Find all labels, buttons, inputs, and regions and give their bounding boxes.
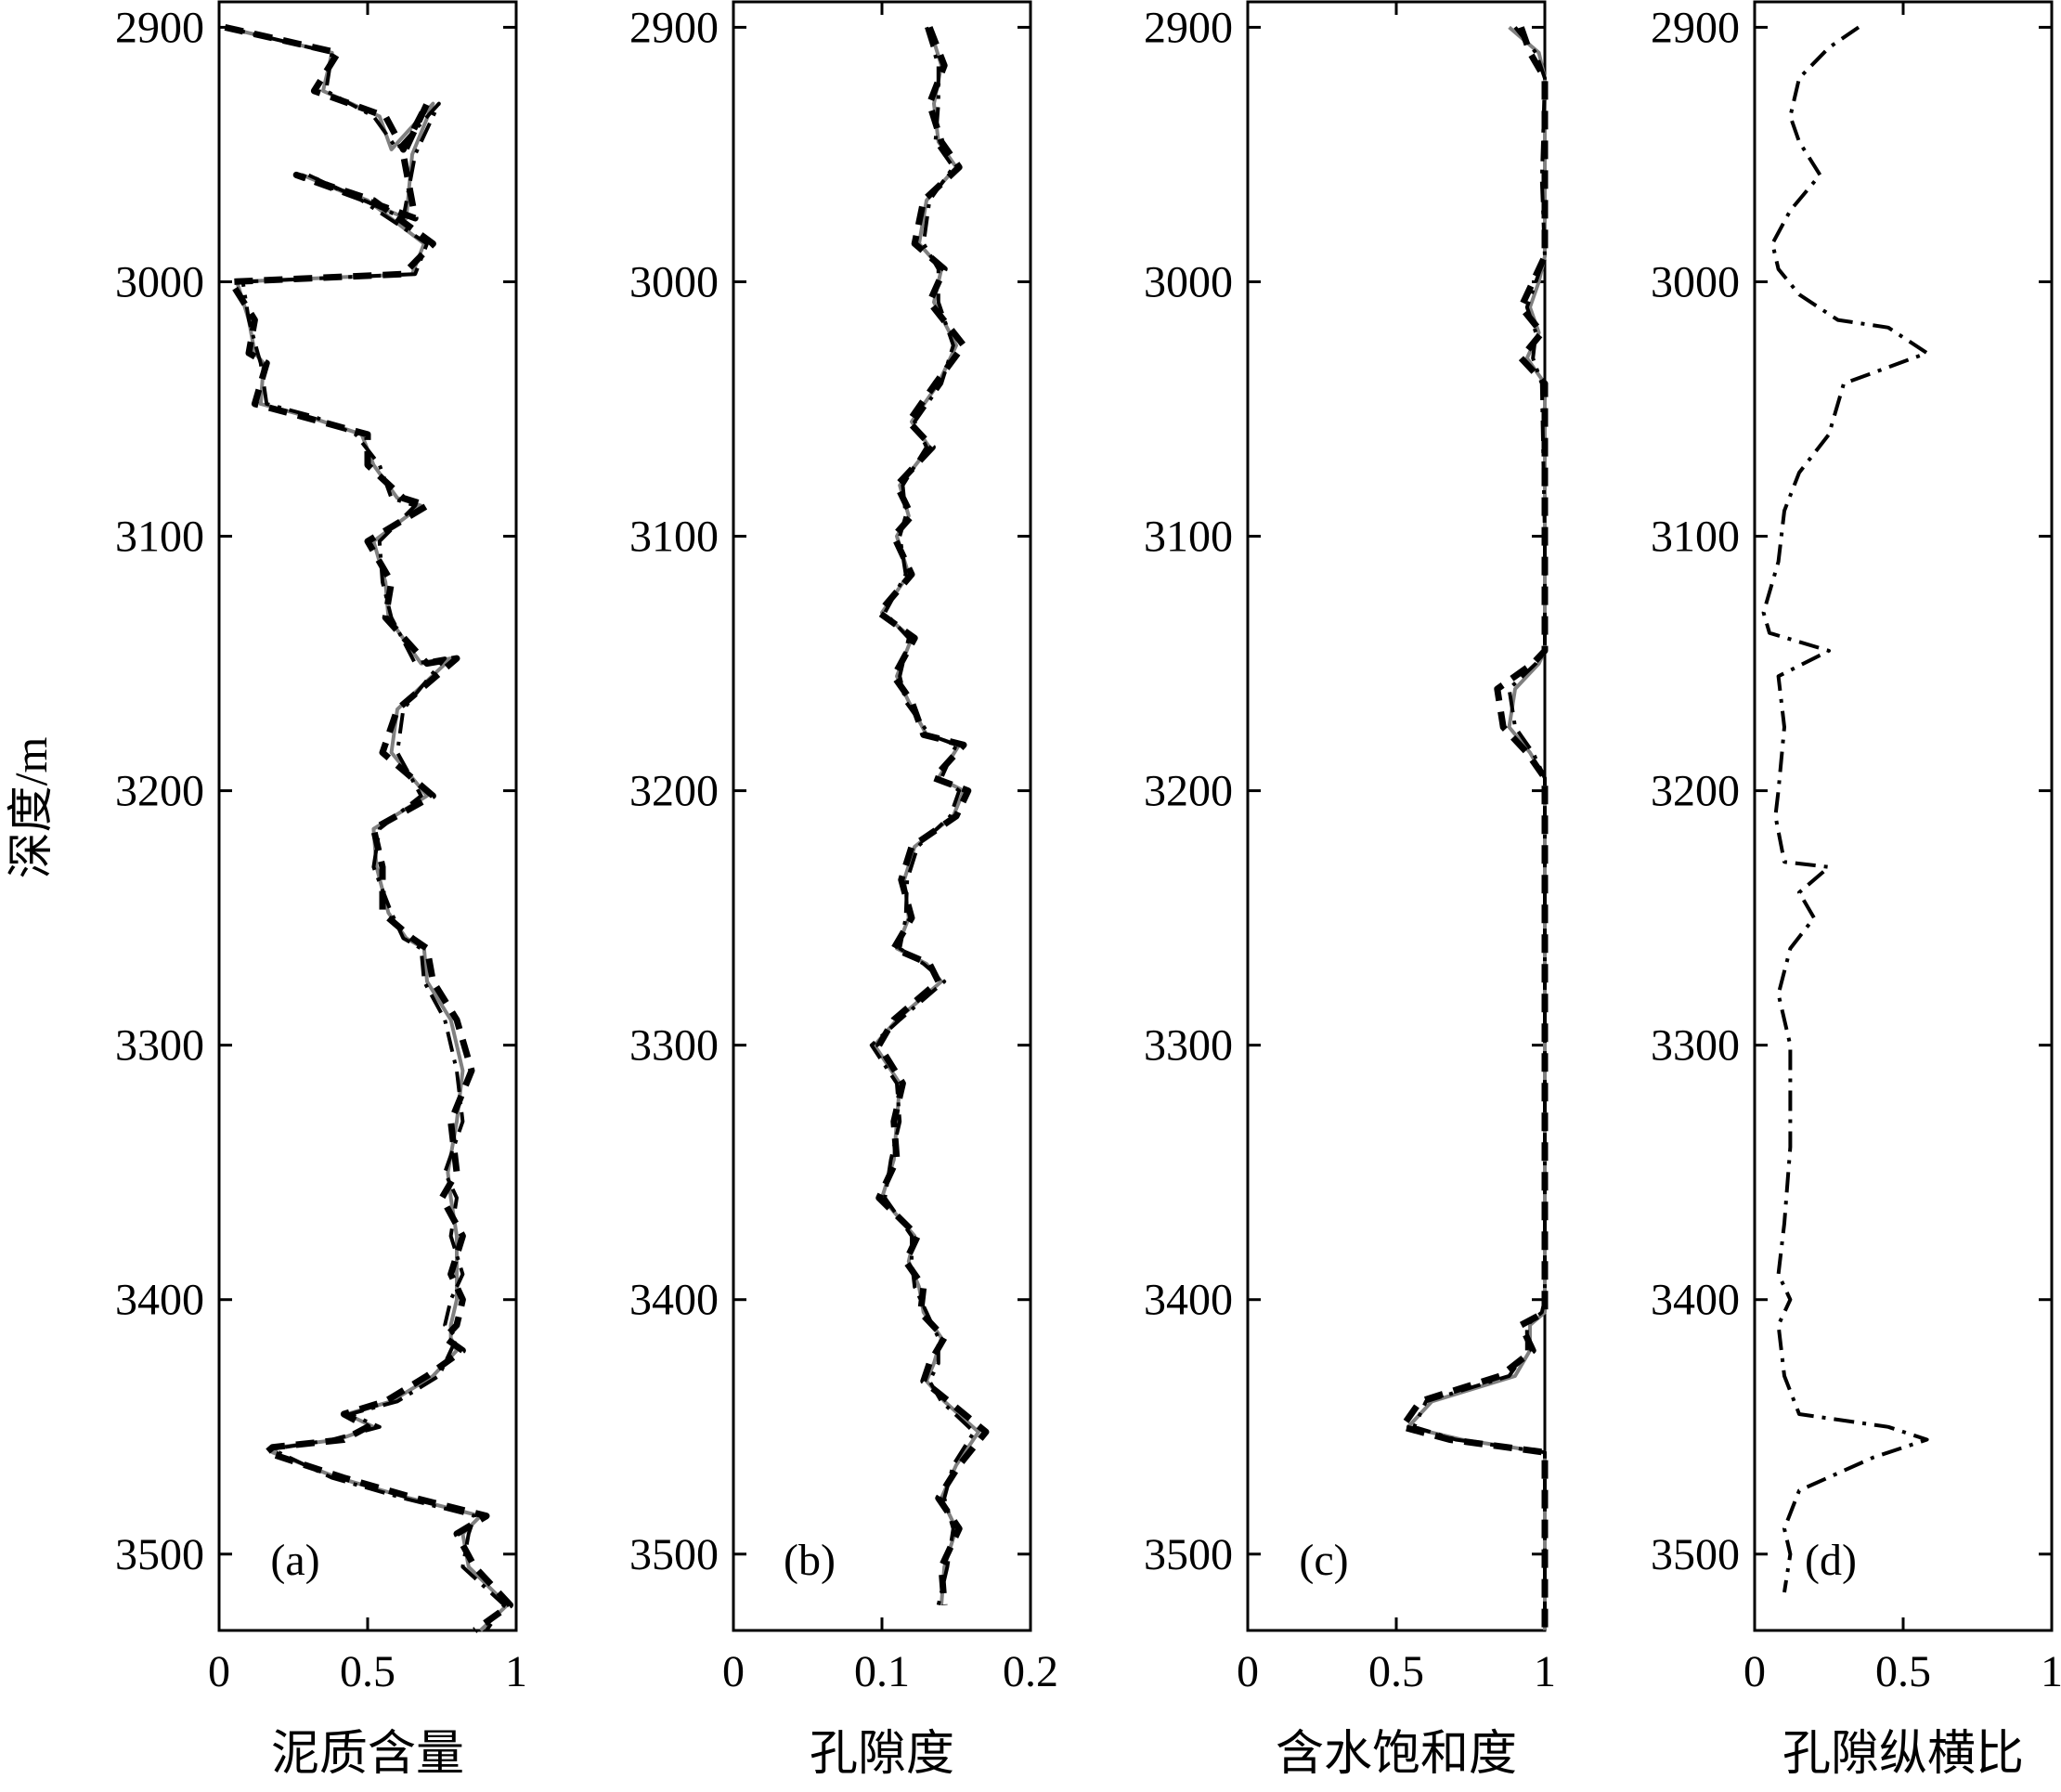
- depth-tick-label: 2900: [115, 3, 204, 52]
- x-tick-label: 0: [1743, 1647, 1766, 1696]
- depth-tick-label: 3000: [1144, 257, 1233, 306]
- depth-tick-label: 3400: [1651, 1276, 1740, 1325]
- depth-tick-label: 3100: [1144, 513, 1233, 562]
- depth-tick-label: 3100: [1651, 513, 1740, 562]
- series-line-dashed: [224, 23, 514, 1633]
- depth-tick-label: 3500: [1651, 1530, 1740, 1579]
- depth-tick-label: 3300: [629, 1021, 719, 1071]
- panel-frame: [732, 0, 1032, 1632]
- depth-tick-label: 3300: [1144, 1021, 1233, 1071]
- panel-frame: [1246, 0, 1547, 1632]
- series-line-dashdot: [1761, 25, 1929, 1593]
- series-line-dashdot: [869, 26, 977, 1606]
- panel-tag: (c): [1299, 1536, 1348, 1585]
- depth-tick-label: 3000: [115, 257, 204, 306]
- x-tick-label: 1: [1534, 1647, 1556, 1696]
- x-tick-label: 0: [722, 1647, 745, 1696]
- x-tick-label: 0.5: [1368, 1647, 1424, 1696]
- series-line-dashed: [1398, 26, 1549, 1630]
- panel-tag: (a): [270, 1536, 319, 1585]
- panel-3: 2900 3000 3100 3200 3300 3400 3500 0 0.5 1 含水饱和度 (c…: [1144, 0, 1556, 1781]
- depth-tick-label: 3000: [1651, 257, 1740, 306]
- depth-tick-label: 3200: [1144, 767, 1233, 816]
- depth-tick-label: 3500: [115, 1530, 204, 1579]
- depth-tick-label: 3100: [629, 513, 719, 562]
- x-tick-label: 0.5: [340, 1647, 395, 1696]
- panels: 2900 3000 3100 3200 3300 3400 3500 0 0.5 1 泥质含量 (a)…: [115, 0, 2061, 1781]
- x-tick-label: 0.5: [1875, 1647, 1931, 1696]
- series-line-dashdot: [1412, 26, 1547, 1630]
- x-axis-label: 含水饱和度: [1276, 1728, 1517, 1781]
- x-tick-label: 0.2: [1003, 1647, 1058, 1696]
- depth-tick-label: 3500: [1144, 1530, 1233, 1579]
- depth-tick-label: 2900: [1144, 3, 1233, 52]
- depth-tick-label: 3400: [1144, 1276, 1233, 1325]
- depth-tick-label: 3400: [629, 1276, 719, 1325]
- panel-frame: [217, 0, 518, 1632]
- x-axis-label: 泥质含量: [271, 1728, 464, 1781]
- panel-frame: [1753, 0, 2054, 1632]
- depth-tick-label: 3300: [115, 1021, 204, 1071]
- depth-tick-label: 3200: [629, 767, 719, 816]
- x-axis-label: 孔隙纵横比: [1782, 1728, 2024, 1781]
- panel-4: 2900 3000 3100 3200 3300 3400 3500 0 0.5 1 孔隙纵横比 (d…: [1651, 0, 2061, 1781]
- panel-1: 2900 3000 3100 3200 3300 3400 3500 0 0.5 1 泥质含量 (a): [115, 0, 527, 1781]
- x-tick-label: 0.1: [854, 1647, 910, 1696]
- depth-tick-label: 3100: [115, 513, 204, 562]
- series-line-dashdot: [224, 25, 507, 1632]
- depth-tick-label: 3500: [629, 1530, 719, 1579]
- panel-tag: (d): [1805, 1536, 1857, 1585]
- y-axis-label: 深度/m: [5, 737, 57, 879]
- depth-tick-label: 3400: [115, 1276, 204, 1325]
- depth-tick-label: 2900: [1651, 3, 1740, 52]
- series-line-solid-gray: [224, 25, 510, 1632]
- x-tick-label: 0: [1237, 1647, 1259, 1696]
- depth-tick-label: 3300: [1651, 1021, 1740, 1071]
- depth-tick-label: 2900: [629, 3, 719, 52]
- panel-2: 2900 3000 3100 3200 3300 3400 3500 0 0.1 0.2 孔隙度 (b…: [629, 0, 1058, 1781]
- x-tick-label: 1: [2041, 1647, 2061, 1696]
- depth-tick-label: 3000: [629, 257, 719, 306]
- panel-tag: (b): [784, 1536, 836, 1585]
- x-axis-label: 孔隙度: [810, 1728, 954, 1781]
- x-tick-label: 0: [208, 1647, 230, 1696]
- depth-tick-label: 3200: [1651, 767, 1740, 816]
- depth-tick-label: 3200: [115, 767, 204, 816]
- series-line-solid-gray: [1406, 25, 1547, 1630]
- x-tick-label: 1: [505, 1647, 527, 1696]
